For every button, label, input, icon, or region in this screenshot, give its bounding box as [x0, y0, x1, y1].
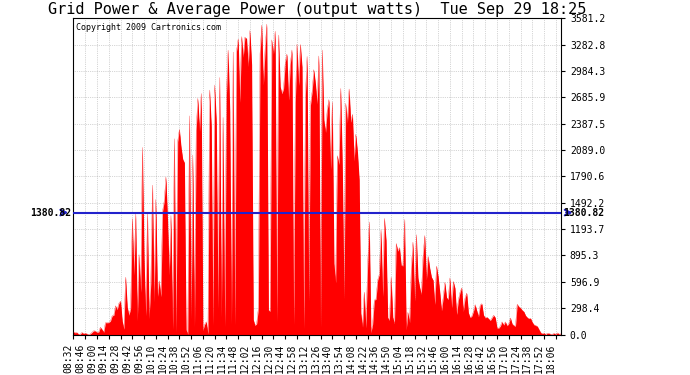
Title: Grid Power & Average Power (output watts)  Tue Sep 29 18:25: Grid Power & Average Power (output watts… — [48, 2, 586, 17]
Text: 1380.82: 1380.82 — [30, 208, 71, 218]
Text: 1380.82: 1380.82 — [563, 208, 604, 218]
Text: Copyright 2009 Cartronics.com: Copyright 2009 Cartronics.com — [76, 23, 221, 32]
